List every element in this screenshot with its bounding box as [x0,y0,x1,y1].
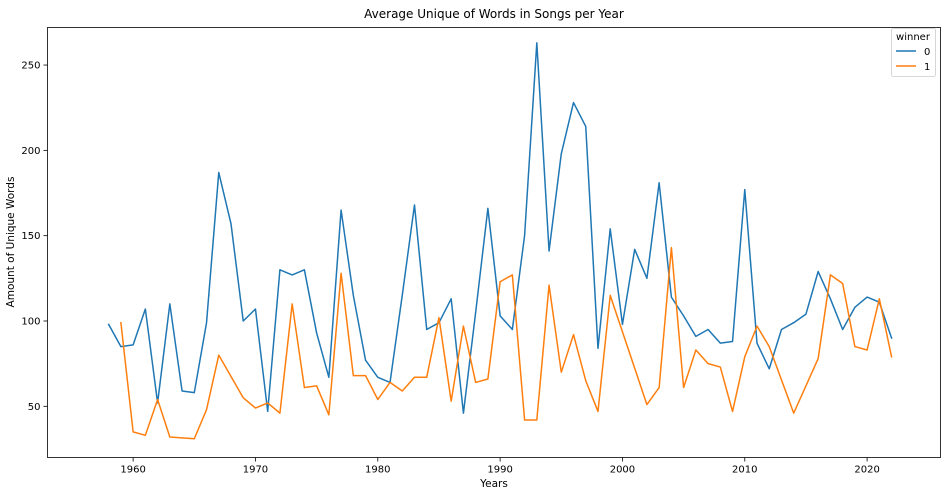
legend-label-series-1: 1 [924,62,930,73]
plot-area: 1960 1970 1980 1990 2000 2010 2020 50100150200… [21,27,941,476]
x-tick-label: 1990 [487,465,512,476]
legend-box [891,28,936,77]
y-tick-label: 250 [21,61,40,72]
plot-frame [47,27,941,458]
x-tick-label: 1970 [243,465,268,476]
chart-title: Average Unique of Words in Songs per Yea… [364,7,624,21]
legend-title: winner [896,32,931,43]
x-tick-label: 2020 [854,465,879,476]
series-line-1 [120,246,893,440]
y-tick-label: 150 [21,231,40,242]
y-axis-title: Amount of Unique Words [5,177,17,308]
legend: winner 0 1 [891,28,936,77]
x-tick-label: 1960 [120,465,145,476]
x-tick-label: 1980 [365,465,390,476]
x-tick-label: 2010 [732,465,757,476]
legend-label-series-0: 0 [924,47,930,58]
y-axis-ticks: 50 100 150 200 250 [21,61,48,413]
y-tick-label: 200 [21,146,40,157]
x-axis-title: Years [479,478,508,490]
x-tick-label: 2000 [610,465,635,476]
series-line-0 [107,42,893,414]
y-tick-label: 50 [28,402,41,413]
y-tick-label: 100 [21,316,40,327]
series-layer [107,42,893,440]
x-axis-ticks: 1960 1970 1980 1990 2000 2010 2020 [120,457,880,476]
